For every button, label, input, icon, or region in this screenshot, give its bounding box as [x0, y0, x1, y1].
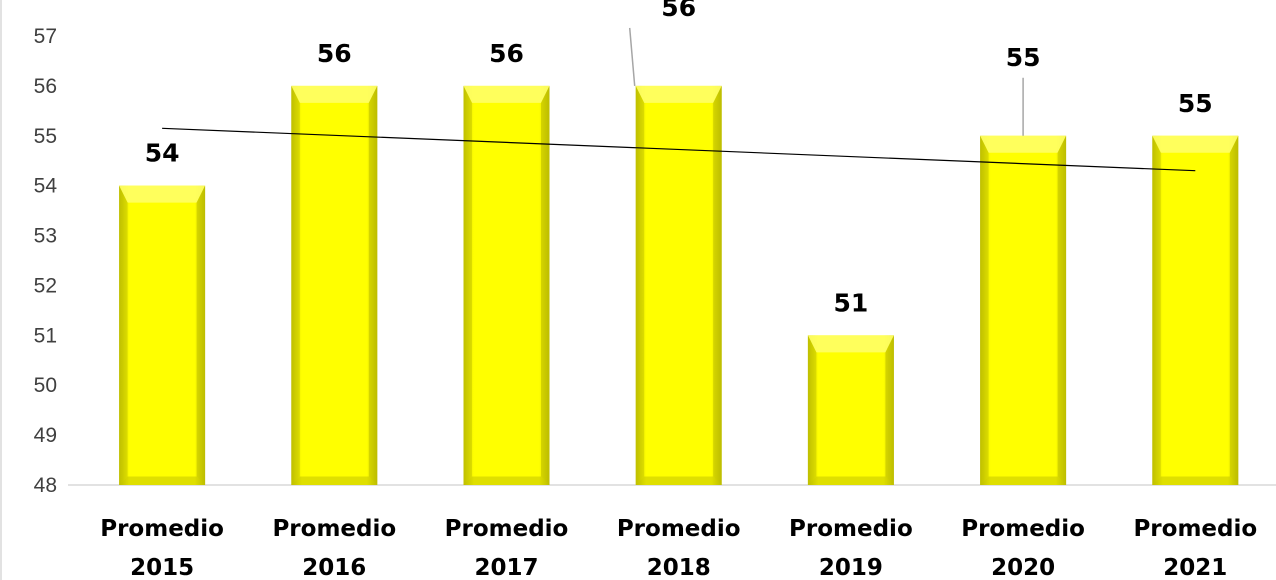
data-label: 56 — [661, 0, 696, 22]
x-category-label: Promedio — [445, 516, 569, 542]
bar-bevel-bottom — [119, 476, 206, 485]
bar-bevel-right — [368, 85, 378, 485]
trendline-layer — [162, 127, 1196, 172]
bar-bevel-top — [635, 85, 722, 103]
x-category-label: Promedio — [272, 516, 396, 542]
bar — [980, 135, 1067, 485]
bar-bevel-top — [291, 85, 378, 103]
y-tick-label: 50 — [34, 374, 57, 397]
bar-bevel-left — [635, 85, 645, 485]
bar-body — [807, 335, 894, 485]
bar-body — [463, 85, 550, 485]
bar-bevel-right — [885, 335, 894, 485]
x-axis-labels: Promedio 2015 Promedio 2016 Promedio 2017 Prom… — [100, 516, 1257, 580]
x-category-label: 2021 — [1163, 555, 1227, 580]
bar-bevel-bottom — [1152, 476, 1239, 485]
x-category-label: 2017 — [474, 555, 538, 580]
x-category-label: Promedio — [617, 516, 741, 542]
bar-bevel-left — [980, 135, 989, 485]
data-labels: 54 56 56 56 51 55 55 — [145, 0, 1213, 317]
bar-bevel-bottom — [635, 476, 722, 485]
y-tick-label: 51 — [34, 324, 57, 347]
trendline — [162, 127, 1196, 172]
data-label: 55 — [1178, 89, 1213, 118]
bar — [291, 85, 378, 485]
bar-bevel-bottom — [980, 476, 1067, 485]
bar-bevel-right — [1229, 135, 1239, 485]
bar-bevel-left — [291, 85, 300, 485]
bar-bevel-top — [463, 85, 550, 103]
bar-body — [1152, 135, 1239, 485]
bar-bevel-bottom — [807, 476, 894, 485]
bar-bevel-right — [196, 185, 206, 485]
bar-bevel-right — [541, 85, 550, 485]
bar-bevel-left — [1152, 135, 1161, 485]
bar-bevel-left — [807, 335, 817, 485]
bar-bevel-right — [1057, 135, 1067, 485]
bar — [463, 85, 550, 485]
y-tick-label: 52 — [34, 274, 57, 297]
y-tick-label: 55 — [34, 125, 57, 148]
y-tick-label: 54 — [34, 175, 58, 198]
y-tick-label: 56 — [34, 75, 57, 98]
data-label: 54 — [145, 139, 180, 168]
x-category-label: Promedio — [1133, 516, 1257, 542]
data-label: 56 — [489, 39, 524, 68]
bar — [119, 185, 206, 485]
bar-bevel-top — [980, 135, 1067, 153]
bar-bevel-top — [1152, 135, 1239, 153]
x-category-label: 2015 — [130, 555, 194, 580]
y-tick-label: 53 — [34, 225, 57, 248]
bar-bevel-top — [807, 335, 894, 353]
x-category-label: Promedio — [961, 516, 1085, 542]
x-category-label: 2019 — [819, 555, 883, 580]
bar-bevel-left — [119, 185, 128, 485]
bar-bevel-left — [463, 85, 472, 485]
y-tick-label: 57 — [34, 25, 57, 48]
data-label: 55 — [1006, 43, 1041, 72]
x-category-label: Promedio — [789, 516, 913, 542]
bar-bevel-top — [119, 185, 206, 203]
data-label: 56 — [317, 39, 352, 68]
bar-body — [635, 85, 722, 485]
bar — [807, 335, 894, 485]
bar-body — [980, 135, 1067, 485]
bar-bevel-bottom — [291, 476, 378, 485]
bars — [119, 85, 1239, 485]
bar-body — [291, 85, 378, 485]
leader-line — [628, 27, 636, 86]
bar-bevel-bottom — [463, 476, 550, 485]
y-tick-label: 49 — [34, 424, 57, 447]
x-category-label: 2018 — [647, 555, 711, 580]
bar-body — [119, 185, 206, 485]
y-tick-label: 48 — [34, 474, 57, 497]
bar-bevel-right — [713, 85, 722, 485]
x-category-label: Promedio — [100, 516, 224, 542]
bar — [635, 85, 722, 485]
data-label: 51 — [834, 288, 869, 317]
x-category-label: 2016 — [302, 555, 366, 580]
x-category-label: 2020 — [991, 555, 1055, 580]
bar — [1152, 135, 1239, 485]
